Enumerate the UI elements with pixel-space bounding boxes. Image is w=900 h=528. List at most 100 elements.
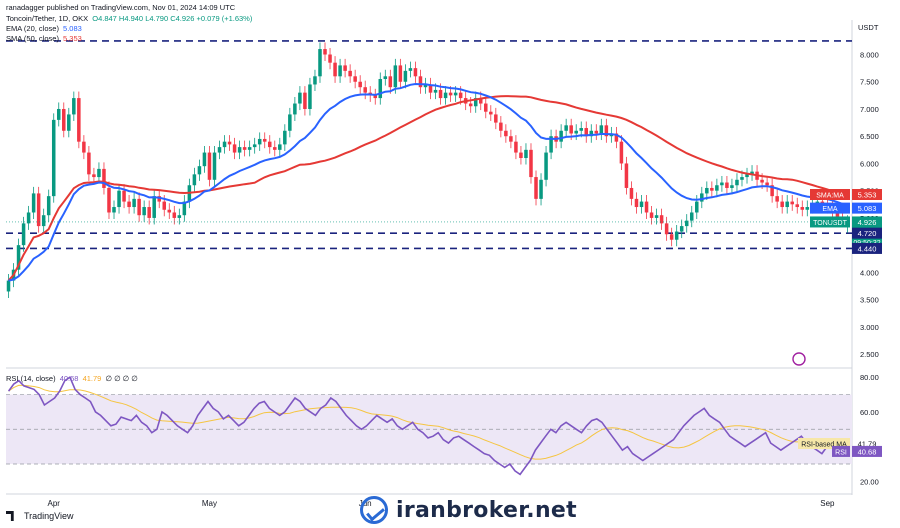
candle-body — [323, 49, 327, 55]
candle-body — [343, 65, 347, 71]
candle-body — [438, 89, 443, 99]
sma-price-badge: 5.353 — [858, 191, 877, 200]
price-tick-label: 8.000 — [860, 51, 879, 60]
candle-body — [122, 190, 126, 202]
ema20-line — [8, 82, 848, 282]
candle-body — [232, 144, 237, 153]
candle-body — [378, 79, 383, 99]
candle-body — [152, 196, 156, 218]
price-tick-label: 2.500 — [860, 350, 879, 359]
candle-body — [614, 133, 619, 142]
candle-body — [137, 198, 141, 216]
candle-body — [569, 125, 573, 134]
candle-body — [257, 138, 262, 145]
sma-legend-value: 5.353 — [63, 34, 82, 43]
brand-name: TradingView — [24, 511, 74, 521]
candle-body — [700, 193, 704, 202]
candle-body — [298, 92, 302, 104]
candle-body — [46, 196, 51, 216]
candle-body — [594, 130, 599, 134]
candle-body — [689, 212, 694, 221]
candle-body — [56, 108, 61, 120]
candle-body — [318, 49, 322, 77]
candle-body — [795, 204, 800, 208]
candle-body — [629, 187, 634, 199]
candle-body — [107, 187, 111, 213]
candle-body — [448, 92, 453, 96]
candle-body — [725, 182, 729, 188]
candle-body — [167, 209, 172, 213]
candle-body — [790, 201, 794, 205]
rsi-ma-chip-bg — [798, 438, 850, 450]
rsi-ma-chip-label: RSI-based MA — [801, 442, 847, 449]
candle-body — [388, 76, 393, 88]
candle-body — [740, 177, 744, 180]
candle-body — [805, 207, 810, 210]
ema-legend[interactable]: EMA (20, close) 5.083 — [6, 24, 82, 33]
candle-body — [599, 125, 604, 134]
candle-body — [328, 54, 332, 63]
candle-body — [695, 201, 699, 213]
candle-body — [473, 98, 478, 107]
candle-body — [6, 280, 11, 292]
symbol-line: Toncoin/Tether, 1D, OKX O4.847 H4.940 L4… — [6, 14, 252, 23]
candle-body — [212, 152, 217, 180]
rsi-line — [7, 375, 848, 476]
candle-body — [72, 98, 76, 115]
tradingview-logo-icon — [6, 511, 14, 521]
price-tick-label: 6.500 — [860, 132, 879, 141]
candle-body — [715, 185, 719, 191]
watermark-text: iranbroker.net — [396, 497, 577, 523]
candle-body — [383, 76, 388, 80]
candle-body — [308, 84, 312, 109]
candle-body — [745, 174, 749, 178]
candle-body — [348, 70, 352, 77]
candle-body — [278, 144, 282, 150]
candle-body — [177, 215, 182, 218]
candle-body — [674, 231, 679, 240]
candle-body — [147, 207, 151, 218]
sma-legend[interactable]: SMA (50, close) 5.353 — [6, 34, 82, 43]
candle-body — [664, 223, 669, 235]
sma-legend-label: SMA (50, close) — [6, 34, 59, 43]
rsi-legend[interactable]: RSI (14, close) 40.68 41.79 ∅ ∅ ∅ ∅ — [6, 374, 138, 383]
candle-body — [780, 201, 784, 208]
rsi-chip-label: RSI — [835, 449, 847, 456]
sma-chip-label: SMA:MA — [816, 193, 844, 200]
candle-body — [353, 76, 357, 82]
rsi-legend-label: RSI (14, close) — [6, 374, 56, 383]
candle-body — [373, 95, 378, 99]
candle-body — [710, 187, 714, 191]
price-tick-label: 7.500 — [860, 78, 879, 87]
candle-body — [363, 87, 367, 93]
symbol-chip-label: TONUSDT — [813, 220, 847, 227]
rsi-badge-bg — [852, 445, 882, 457]
candle-body — [293, 103, 297, 115]
ema-chip-label-bg — [810, 202, 850, 214]
candle-body — [283, 130, 287, 145]
sma-price-badge-bg — [852, 189, 882, 201]
candle-body — [117, 190, 121, 208]
candle-body — [398, 65, 403, 82]
candle-body — [800, 207, 805, 210]
tradingview-brand[interactable]: TradingView — [6, 511, 74, 521]
candle-body — [247, 147, 252, 150]
candle-body — [494, 114, 498, 123]
ema-price-badge: 5.083 — [858, 204, 877, 213]
candle-body — [785, 201, 789, 208]
candle-body — [338, 65, 342, 77]
rsi-ma-line — [8, 384, 848, 460]
candle-body — [67, 114, 71, 131]
rsi-ma-badge: 41.79 — [858, 440, 877, 449]
candle-body — [92, 174, 96, 178]
symbol-name[interactable]: Toncoin/Tether, 1D, OKX — [6, 14, 89, 23]
symbol-chip-label-bg — [810, 216, 850, 228]
candle-body — [443, 92, 448, 99]
candle-body — [288, 114, 292, 131]
candle-body — [77, 98, 81, 142]
rsi-badge: 40.68 — [858, 447, 877, 456]
ema-legend-label: EMA (20, close) — [6, 24, 59, 33]
rsi-tick-label: 60.00 — [860, 408, 879, 417]
candle-body — [534, 177, 538, 199]
